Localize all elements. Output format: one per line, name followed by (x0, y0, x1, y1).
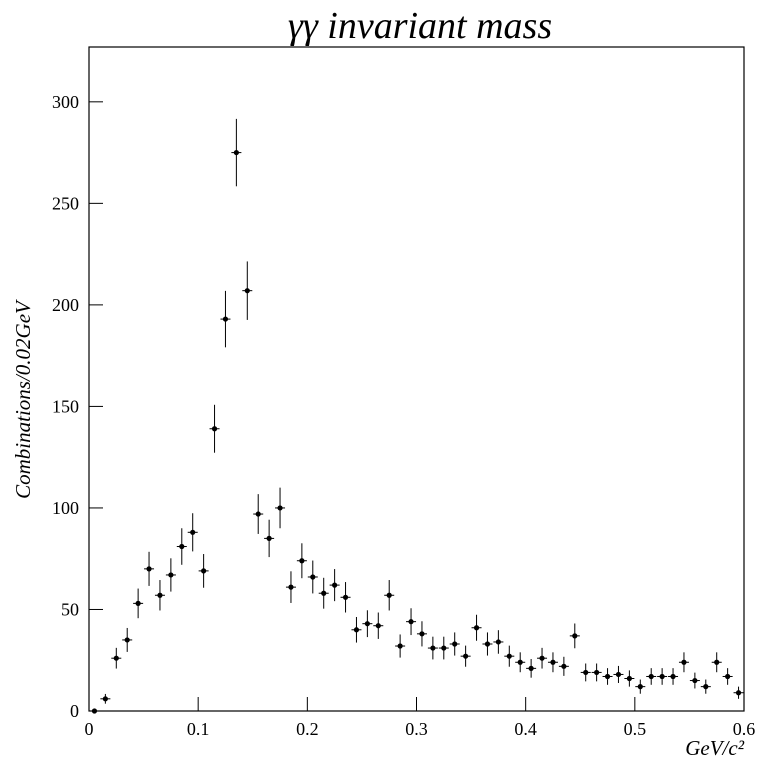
data-point (506, 653, 512, 659)
data-point (452, 641, 458, 647)
data-point (419, 631, 425, 637)
y-tick-label: 300 (52, 92, 79, 112)
data-point (441, 645, 447, 651)
y-tick-label: 50 (61, 599, 79, 619)
data-point (266, 535, 272, 542)
data-point (703, 684, 709, 690)
y-tick-label: 150 (52, 396, 79, 416)
data-point (157, 592, 163, 598)
data-point (615, 671, 622, 678)
x-tick-label: 0.1 (187, 719, 210, 739)
data-point (430, 645, 436, 651)
data-point (681, 659, 687, 665)
x-tick-label: 0.5 (624, 719, 647, 739)
data-point (277, 505, 283, 511)
data-point (473, 625, 480, 631)
data-point (648, 673, 654, 680)
data-point (146, 566, 152, 572)
data-point (288, 584, 294, 590)
data-point (124, 637, 130, 643)
data-point (91, 708, 98, 714)
data-point (528, 665, 534, 671)
data-point (735, 690, 742, 696)
chart-title: γγ invariant mass (288, 5, 552, 47)
data-point (255, 511, 261, 517)
data-point (375, 623, 381, 629)
data-point (113, 655, 119, 661)
x-tick-label: 0 (85, 719, 94, 739)
data-point (201, 568, 207, 574)
data-point (637, 684, 643, 690)
data-point (299, 558, 305, 564)
data-point (102, 696, 108, 702)
data-point (561, 663, 567, 669)
data-point (626, 675, 632, 682)
data-point (233, 149, 239, 156)
y-tick-label: 0 (70, 701, 79, 721)
data-point (604, 673, 611, 680)
data-point (321, 590, 327, 596)
plot-frame (88, 46, 745, 712)
data-point (495, 639, 501, 645)
data-point (463, 653, 469, 659)
data-point (692, 677, 698, 684)
data-point (725, 673, 731, 680)
data-point (484, 641, 491, 647)
data-point (179, 543, 185, 550)
data-point (310, 574, 316, 580)
data-point (386, 592, 392, 598)
data-point (659, 673, 665, 680)
data-point (550, 659, 556, 665)
data-point (135, 600, 141, 606)
x-tick-label: 0.2 (296, 719, 319, 739)
y-tick-label: 250 (52, 193, 79, 213)
data-point (572, 633, 578, 639)
data-point (714, 659, 720, 665)
y-axis-label: Combinations/0.02GeV (11, 299, 35, 499)
data-point (168, 572, 174, 578)
data-point (342, 594, 349, 600)
data-point (583, 669, 589, 676)
data-point (364, 621, 370, 627)
x-tick-label: 0.3 (405, 719, 428, 739)
data-point (408, 619, 414, 625)
x-axis-label: GeV/c² (685, 736, 744, 760)
data-point (332, 582, 338, 588)
x-tick-label: 0.4 (514, 719, 537, 739)
data-point (539, 655, 545, 661)
y-tick-label: 200 (52, 295, 79, 315)
data-point (211, 426, 218, 432)
data-point (594, 669, 600, 676)
data-point (353, 627, 360, 633)
data-point (397, 643, 403, 649)
x-tick-label: 0.6 (733, 719, 756, 739)
data-point (244, 288, 250, 294)
data-point (517, 659, 523, 665)
data-point (222, 316, 229, 322)
y-tick-label: 100 (52, 498, 79, 518)
data-point (670, 673, 676, 680)
data-point (190, 529, 196, 535)
